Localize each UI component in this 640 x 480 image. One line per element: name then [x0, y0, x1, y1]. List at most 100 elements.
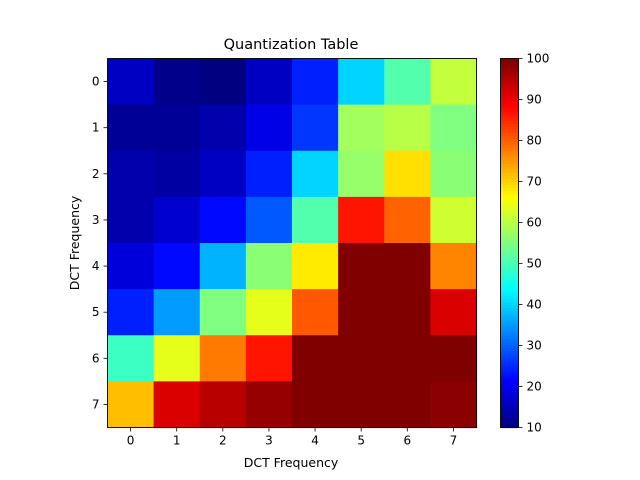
colorbar-segment: [500, 372, 519, 376]
colorbar-segment: [500, 92, 519, 96]
heatmap-cell: [384, 104, 431, 152]
colorbar-segment: [500, 421, 519, 426]
colorbar-segment: [500, 215, 519, 219]
heatmap-cell: [153, 196, 201, 244]
heatmap-cell: [245, 150, 293, 198]
colorbar-segment: [500, 107, 519, 112]
colorbar-segment: [500, 193, 519, 198]
y-tick-label: 6: [92, 351, 100, 365]
colorbar-segment: [500, 76, 519, 81]
colorbar-segment: [500, 338, 519, 342]
colorbar-segment: [500, 61, 519, 66]
colorbar-segment: [500, 178, 519, 183]
heatmap-cell: [292, 335, 339, 382]
colorbar-segment: [500, 95, 519, 100]
heatmap-cell: [107, 381, 155, 429]
x-tick-label: 2: [219, 434, 227, 448]
colorbar-segment: [500, 126, 519, 130]
y-tick-label: 2: [92, 167, 100, 181]
colorbar-segment: [500, 313, 519, 318]
colorbar-segment: [500, 353, 519, 358]
colorbar-segment: [500, 298, 519, 303]
colorbar-segment: [500, 289, 519, 293]
colorbar-segment: [500, 301, 519, 306]
heatmap-cell: [338, 335, 385, 382]
colorbar-segment: [500, 329, 519, 333]
colorbar-segment: [500, 390, 519, 395]
colorbar-segment: [500, 412, 519, 416]
colorbar-segment: [500, 239, 519, 244]
colorbar-segment: [500, 153, 519, 158]
colorbar-segment: [500, 276, 519, 281]
colorbar-segment: [500, 319, 519, 324]
colorbar-segment: [500, 181, 519, 186]
colorbar-segment: [500, 218, 519, 223]
heatmap-cell: [199, 58, 247, 106]
colorbar-tick-label: 40: [527, 298, 542, 312]
heatmap-cell: [107, 196, 155, 244]
heatmap-cell: [430, 381, 478, 429]
colorbar-segment: [500, 362, 519, 367]
heatmap-cell: [338, 104, 385, 152]
colorbar-segment: [500, 378, 519, 382]
colorbar-segment: [500, 206, 519, 210]
colorbar-segment: [500, 344, 519, 349]
colorbar-segment: [500, 273, 519, 278]
colorbar-segment: [500, 144, 519, 149]
colorbar-segment: [500, 199, 519, 204]
colorbar-segment: [500, 64, 519, 69]
colorbar-segment: [500, 233, 519, 238]
colorbar-tick-label: 50: [527, 257, 542, 271]
colorbar-segment: [500, 399, 519, 404]
x-axis-ticks: 0 1 2 3 4 5 6 7: [127, 427, 457, 448]
heatmap-cell: [153, 335, 201, 382]
colorbar-segment: [500, 310, 519, 315]
colorbar-segment: [500, 101, 519, 106]
plot-frame: [107, 58, 477, 428]
heatmap-cell: [245, 196, 293, 244]
x-tick-label: 1: [173, 434, 181, 448]
heatmap-cell: [384, 243, 431, 290]
colorbar-segment: [500, 402, 519, 407]
colorbar-segment: [500, 347, 519, 352]
heatmap-cell: [338, 243, 385, 290]
colorbar-segment: [500, 243, 519, 247]
heatmap-cell: [338, 150, 385, 198]
heatmap-cell: [199, 150, 247, 198]
heatmap-cell: [338, 58, 385, 106]
colorbar-segment: [500, 292, 519, 296]
heatmap-cell: [384, 289, 431, 336]
heatmap-cell: [292, 289, 339, 336]
heatmap-cell: [153, 58, 201, 106]
colorbar-segment: [500, 341, 519, 346]
heatmap-cell: [384, 381, 431, 429]
colorbar-segment: [500, 252, 519, 256]
heatmap-cell: [107, 58, 155, 106]
colorbar-segment: [500, 190, 519, 195]
colorbar-segment: [500, 396, 519, 401]
colorbar-segment: [500, 175, 519, 180]
heatmap-cells: [107, 58, 478, 429]
colorbar-segment: [500, 236, 519, 241]
heatmap-cell: [430, 150, 478, 198]
colorbar-segment: [500, 163, 519, 167]
heatmap-cell: [384, 335, 431, 382]
y-tick-label: 4: [92, 259, 100, 273]
heatmap-cell: [153, 381, 201, 429]
colorbar-segment: [500, 418, 519, 422]
colorbar-segment: [500, 356, 519, 361]
colorbar-segment: [500, 67, 519, 72]
colorbar-tick-label: 30: [527, 339, 542, 353]
colorbar-segment: [500, 393, 519, 398]
colorbar-segment: [500, 316, 519, 321]
heatmap-cell: [245, 104, 293, 152]
colorbar-segment: [500, 258, 519, 263]
colorbar-segment: [500, 113, 519, 118]
colorbar-segment: [500, 230, 519, 235]
colorbar-segment: [500, 381, 519, 386]
colorbar-segment: [500, 156, 519, 161]
heatmap-cell: [199, 243, 247, 290]
heatmap-cell: [245, 289, 293, 336]
colorbar-segment: [500, 261, 519, 266]
